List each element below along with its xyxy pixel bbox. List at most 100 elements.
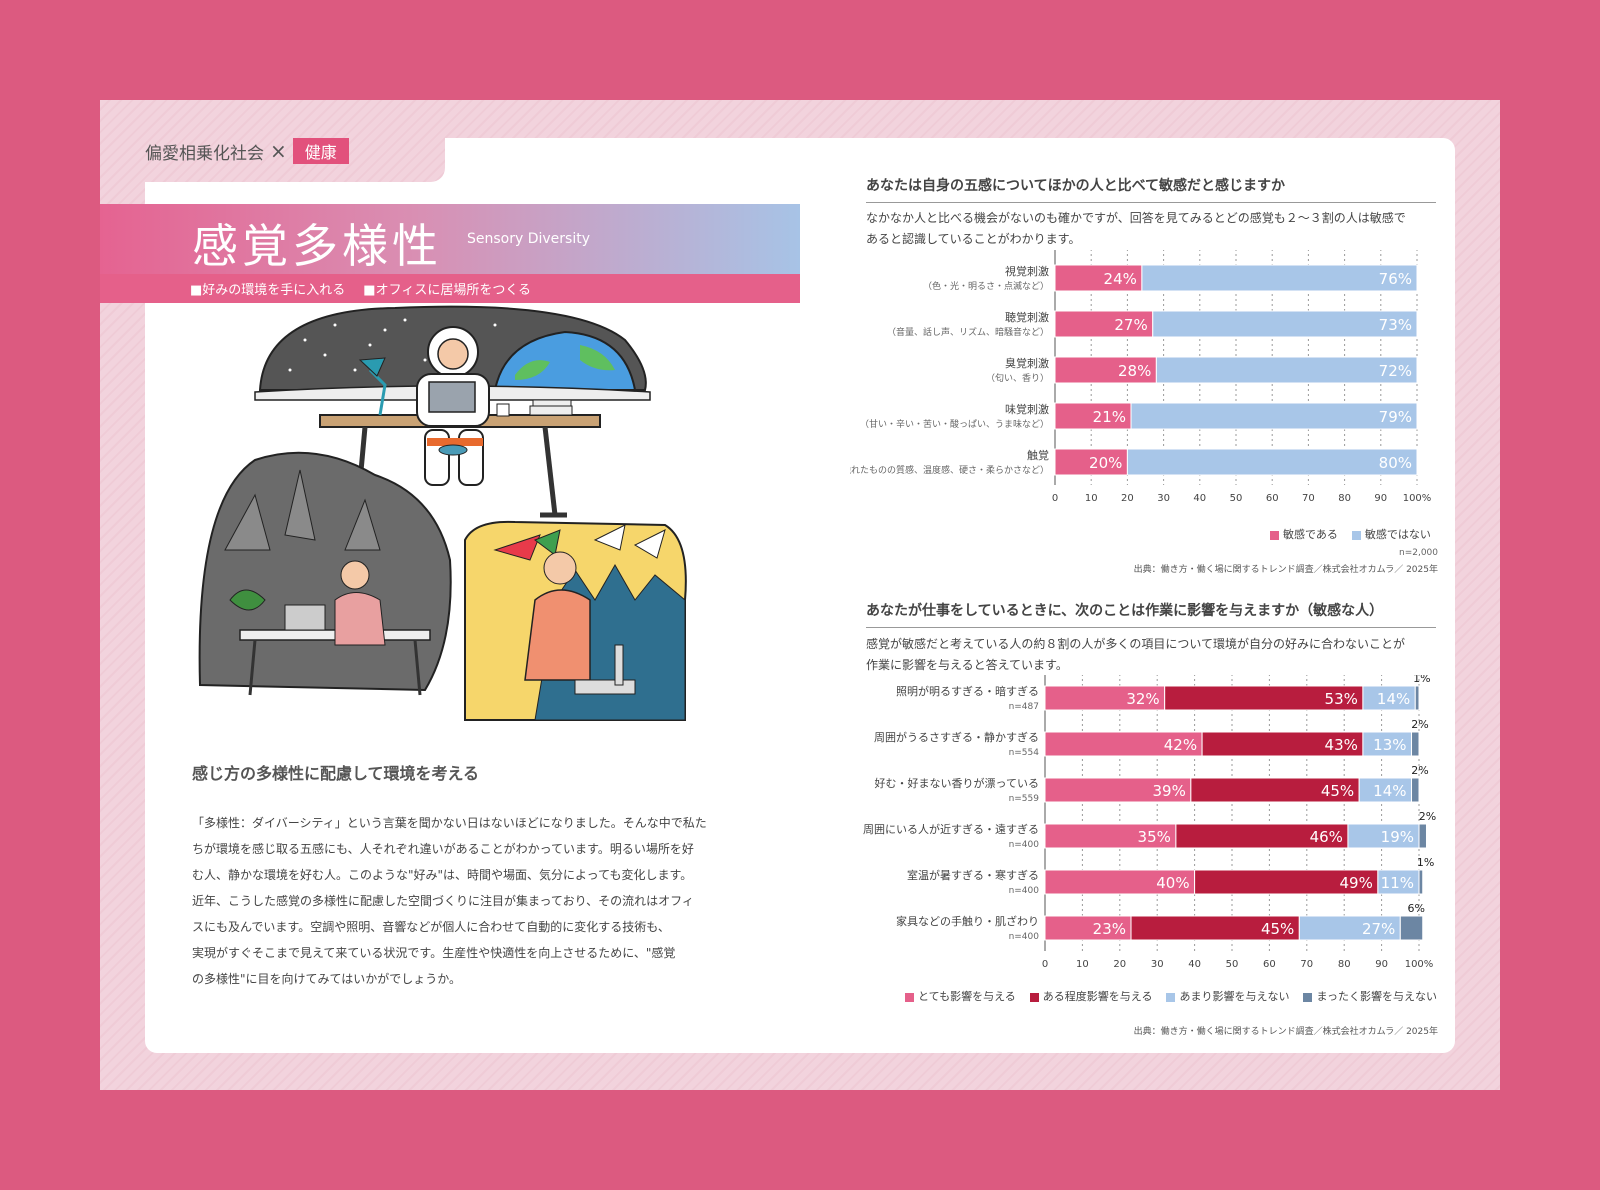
category-label: 家具などの手触り・肌ざわり — [896, 914, 1039, 928]
x-tick-label: 40 — [1188, 959, 1201, 970]
legend-label: 敏感である — [1283, 528, 1338, 541]
x-tick-label: 40 — [1193, 493, 1206, 504]
data-label: 11% — [1381, 874, 1414, 892]
data-label: 42% — [1164, 736, 1197, 754]
category-label: 臭覚刺激 — [1005, 356, 1049, 370]
bar-segment — [1044, 777, 1192, 803]
page-title-english: Sensory Diversity — [467, 231, 591, 247]
data-label: 2% — [1411, 718, 1428, 731]
chart1-legend: 敏感である 敏感ではない — [1270, 526, 1431, 542]
category-note: n=400 — [1009, 840, 1040, 850]
category-label: 周囲がうるさすぎる・静かすぎる — [874, 730, 1039, 744]
article-line: スにも及んでいます。空調や照明、音響などが個人に合わせて自動的に変化する技術も、 — [192, 920, 670, 934]
bar-segment — [1411, 731, 1420, 757]
data-label: 43% — [1325, 736, 1358, 754]
bar-segment — [1044, 915, 1132, 941]
bar-segment — [1399, 915, 1424, 941]
data-label: 35% — [1138, 828, 1171, 846]
x-tick-label: 80 — [1338, 959, 1351, 970]
data-label: 79% — [1379, 408, 1412, 426]
data-label: 24% — [1104, 270, 1137, 288]
chart2-source: 出典：働き方・働く場に関するトレンド調査／株式会社オカムラ／ 2025年 — [1133, 1027, 1438, 1037]
x-tick-label: 60 — [1263, 959, 1276, 970]
article-body: 「多様性：ダイバーシティ」という言葉を聞かない日はないほどになりました。そんな中… — [192, 810, 717, 992]
category-note: n=487 — [1009, 702, 1039, 712]
category-note: n=554 — [1009, 748, 1040, 758]
category-label: 周囲にいる人が近すぎる・遠すぎる — [863, 822, 1039, 836]
x-tick-label: 10 — [1085, 493, 1098, 504]
article-heading: 感じ方の多様性に配慮して環境を考える — [192, 764, 480, 783]
chart1-description: なかなか人と比べる機会がないのも確かですが、回答を見てみるとどの感覚も２～３割の… — [866, 211, 1406, 246]
bar-segment — [1152, 310, 1418, 338]
legend-label: ある程度影響を与える — [1042, 990, 1153, 1003]
x-tick-label: 80 — [1338, 493, 1351, 504]
data-label: 49% — [1340, 874, 1373, 892]
bar-segment — [1054, 356, 1157, 384]
bar-segment — [1418, 869, 1424, 895]
data-label: 27% — [1114, 316, 1147, 334]
title-band: 感覚多様性 Sensory Diversity — [100, 204, 800, 274]
bar-segment — [1377, 869, 1420, 895]
category-label: 触覚 — [1027, 448, 1049, 462]
data-label: 72% — [1379, 362, 1412, 380]
bullet-item: ■オフィスに居場所をつくる — [363, 283, 532, 298]
chart1-question: あなたは自身の五感についてほかの人と比べて敏感だと感じますか — [866, 175, 1436, 203]
article-line: の多様性"に目を向けてみてはいかがでしょうか。 — [192, 972, 462, 986]
bar-segment — [1175, 823, 1349, 849]
legend-item: まったく影響を与えない — [1303, 988, 1437, 1004]
category-note: （甘い・辛い・苦い・酸っぱい、うま味など） — [860, 418, 1049, 430]
legend-swatch — [1270, 530, 1279, 540]
x-tick-label: 20 — [1113, 959, 1126, 970]
category-label: 聴覚刺激 — [1005, 310, 1049, 324]
category-note: n=400 — [1009, 932, 1040, 942]
data-label: 6% — [1408, 902, 1425, 915]
bar-segment — [1347, 823, 1420, 849]
bar-segment — [1418, 823, 1427, 849]
legend-label: あまり影響を与えない — [1179, 990, 1290, 1003]
article-line: む人、静かな環境を好む人。このような"好み"は、時間や場面、気分によっても変化し… — [192, 868, 693, 882]
data-label: 21% — [1093, 408, 1126, 426]
x-tick-label: 30 — [1151, 959, 1164, 970]
legend-swatch — [1351, 530, 1361, 540]
bar-segment — [1194, 869, 1379, 895]
data-label: 14% — [1377, 690, 1410, 708]
chart2-description: 感覚が敏感だと考えている人の約８割の人が多くの項目について環境が自分の好みに合わ… — [866, 637, 1406, 672]
legend-label: とても影響を与える — [918, 990, 1016, 1003]
data-label: 1% — [1413, 675, 1430, 685]
data-label: 2% — [1419, 810, 1436, 823]
category-note: （音量、話し声、リズム、暗騒音など） — [887, 326, 1049, 338]
category-label: 味覚刺激 — [1005, 402, 1049, 416]
legend-item: 敏感ではない — [1351, 526, 1431, 542]
x-tick-label: 20 — [1121, 493, 1134, 504]
data-label: 45% — [1321, 782, 1354, 800]
data-label: 20% — [1089, 454, 1122, 472]
category-label: 好む・好まない香りが漂っている — [875, 776, 1039, 790]
legend-item: 敏感である — [1270, 526, 1338, 542]
illustration — [198, 305, 687, 721]
x-tick-label: 10 — [1076, 959, 1089, 970]
chart2-question: あなたが仕事をしているときに、次のことは作業に影響を与えますか（敏感な人） — [866, 600, 1436, 628]
data-label: 73% — [1379, 316, 1412, 334]
chart1-svg: 0 10 20 30 40 50 60 70 80 90 100% 視覚刺激 （色・光・明るさ・点滅など… — [850, 250, 1431, 504]
data-label: 28% — [1118, 362, 1151, 380]
bar-segment — [1130, 402, 1418, 430]
x-tick-label: 50 — [1226, 959, 1239, 970]
bar-segment — [1044, 823, 1177, 849]
data-label: 23% — [1093, 920, 1126, 938]
bar-segment — [1164, 685, 1364, 711]
data-label: 40% — [1156, 874, 1189, 892]
legend-item: あまり影響を与えない — [1166, 988, 1289, 1004]
data-label: 76% — [1379, 270, 1412, 288]
x-tick-label: 70 — [1302, 493, 1315, 504]
bar-segment — [1126, 448, 1418, 476]
article-line: 「多様性：ダイバーシティ」という言葉を聞かない日はないほどになりました。そんな中… — [192, 816, 707, 830]
bar-segment — [1054, 402, 1132, 430]
data-label: 2% — [1411, 764, 1428, 777]
bar-segment — [1362, 685, 1416, 711]
data-label: 19% — [1381, 828, 1414, 846]
legend-swatch — [1166, 992, 1176, 1002]
bullet-item: ■好みの環境を手に入れる — [190, 283, 346, 298]
data-label: 14% — [1373, 782, 1406, 800]
legend-item: ある程度影響を与える — [1029, 988, 1153, 1004]
bar-segment — [1362, 731, 1413, 757]
